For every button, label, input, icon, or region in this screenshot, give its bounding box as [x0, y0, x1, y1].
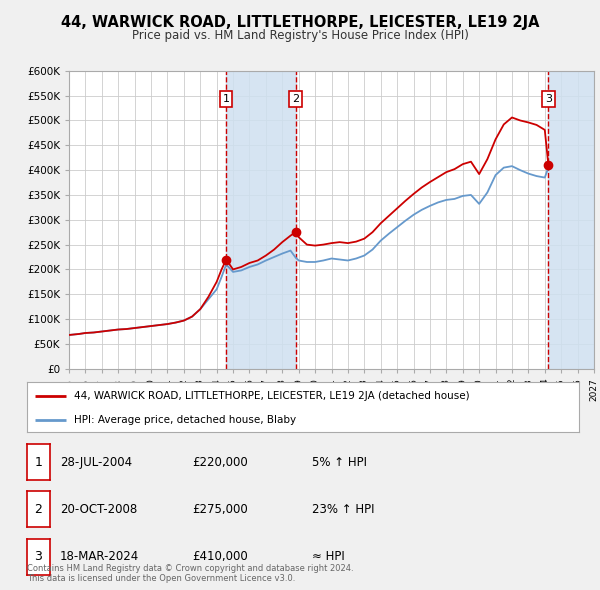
Text: Price paid vs. HM Land Registry's House Price Index (HPI): Price paid vs. HM Land Registry's House …	[131, 30, 469, 42]
Text: 44, WARWICK ROAD, LITTLETHORPE, LEICESTER, LE19 2JA: 44, WARWICK ROAD, LITTLETHORPE, LEICESTE…	[61, 15, 539, 30]
Text: Contains HM Land Registry data © Crown copyright and database right 2024.
This d: Contains HM Land Registry data © Crown c…	[27, 563, 353, 583]
Text: 44, WARWICK ROAD, LITTLETHORPE, LEICESTER, LE19 2JA (detached house): 44, WARWICK ROAD, LITTLETHORPE, LEICESTE…	[74, 391, 470, 401]
Text: £275,000: £275,000	[192, 503, 248, 516]
Text: ≈ HPI: ≈ HPI	[312, 550, 345, 563]
Text: £410,000: £410,000	[192, 550, 248, 563]
Text: 1: 1	[34, 455, 43, 468]
Text: 23% ↑ HPI: 23% ↑ HPI	[312, 503, 374, 516]
Bar	[548, 71, 594, 369]
Text: 2: 2	[34, 503, 43, 516]
Text: 28-JUL-2004: 28-JUL-2004	[60, 455, 132, 468]
Text: HPI: Average price, detached house, Blaby: HPI: Average price, detached house, Blab…	[74, 415, 296, 425]
Text: 1: 1	[223, 94, 230, 104]
Text: 5% ↑ HPI: 5% ↑ HPI	[312, 455, 367, 468]
Text: 3: 3	[34, 550, 43, 563]
Text: 20-OCT-2008: 20-OCT-2008	[60, 503, 137, 516]
Text: 3: 3	[545, 94, 552, 104]
Text: £220,000: £220,000	[192, 455, 248, 468]
Bar	[226, 71, 296, 369]
Text: 18-MAR-2024: 18-MAR-2024	[60, 550, 139, 563]
Text: 2: 2	[292, 94, 299, 104]
